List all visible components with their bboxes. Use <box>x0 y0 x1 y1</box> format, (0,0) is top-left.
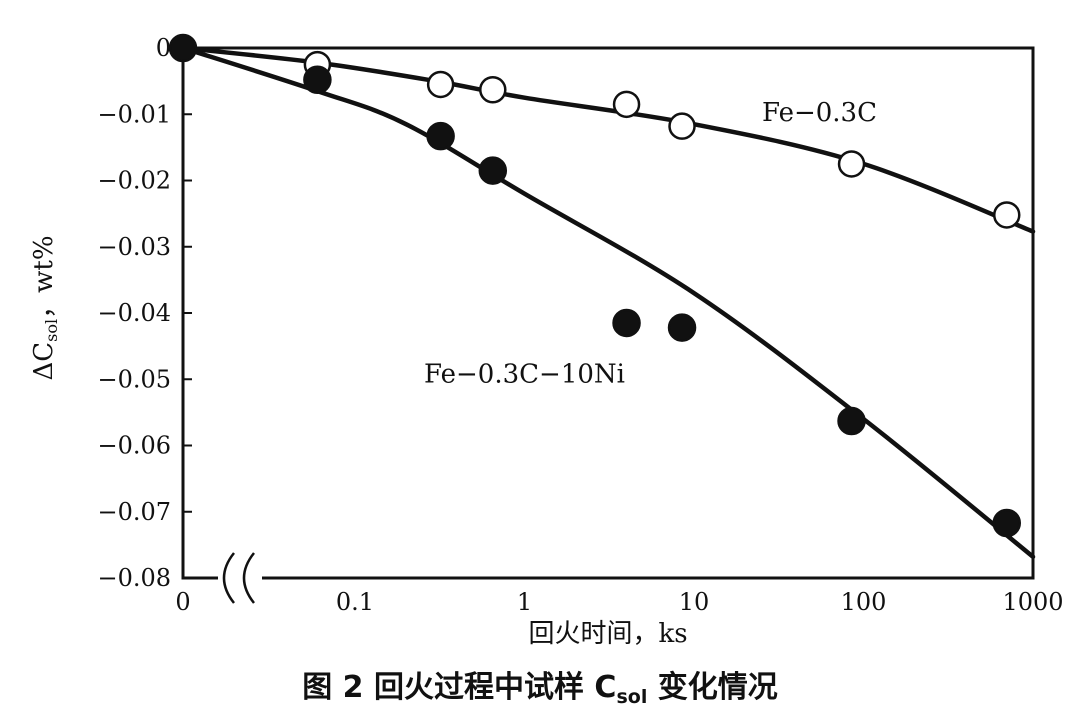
x-tick-label: 100 <box>841 588 887 616</box>
label-layer: 0 −0.01 −0.02 −0.03 −0.04 −0.05 −0.06 −0.07 −0.0… <box>97 34 1063 616</box>
y-tick-label: 0 <box>156 34 171 62</box>
plot-frame <box>181 46 1035 580</box>
y-tick-label: −0.05 <box>97 365 171 393</box>
data-point-filled <box>837 406 866 436</box>
data-point-filled <box>478 156 508 185</box>
data-point-open <box>612 90 641 119</box>
y-tick-label: −0.02 <box>97 167 171 195</box>
y-tick-label: −0.07 <box>97 498 171 526</box>
caption-suffix: 变化情况 <box>647 670 777 705</box>
x-tick-label: 0 <box>175 588 190 616</box>
series-label: Fe−0.3C−10Ni <box>424 360 625 390</box>
axis-break-mark <box>222 552 235 604</box>
y-axis-title: ΔCsol，wt% <box>29 235 61 380</box>
y-tick-label: −0.04 <box>97 299 171 327</box>
axis-break-mark <box>242 552 255 604</box>
data-point-open <box>668 112 696 140</box>
x-tick-label: 1 <box>517 588 532 616</box>
caption-sub: sol <box>616 686 647 708</box>
y-tick-label: −0.06 <box>97 432 171 460</box>
axis-break-gap <box>218 570 262 586</box>
x-tick-label: 0.1 <box>336 588 374 616</box>
data-point-filled <box>426 121 455 151</box>
curve-layer <box>180 45 1036 560</box>
x-tick-label: 1000 <box>1002 588 1063 616</box>
x-tick-label: 10 <box>679 588 710 616</box>
y-tick-label: −0.08 <box>97 564 171 592</box>
series-label: Fe−0.3C <box>762 98 877 128</box>
x-axis-title: 回火时间，ks <box>528 619 687 649</box>
data-point-open <box>426 70 455 99</box>
data-point-filled <box>168 33 198 63</box>
y-axis-title-prefix: ΔC <box>29 342 59 381</box>
y-axis-title-sub: sol <box>42 319 61 342</box>
data-point-open <box>837 150 866 178</box>
series-line <box>180 45 1036 560</box>
data-point-filled <box>992 508 1021 538</box>
y-tick-label: −0.01 <box>97 100 171 128</box>
figure-caption: 图 2 回火过程中试样 Csol 变化情况 <box>302 670 778 708</box>
data-point-filled <box>303 65 332 95</box>
point-layer <box>168 33 1021 538</box>
data-point-open <box>992 201 1021 229</box>
axes-layer <box>181 46 1035 604</box>
data-point-open <box>479 75 507 104</box>
y-tick-label: −0.03 <box>97 233 171 261</box>
caption-prefix: 图 2 回火过程中试样 C <box>302 670 616 705</box>
y-axis-title-suffix: ，wt% <box>29 235 59 318</box>
data-point-filled <box>667 313 697 342</box>
data-point-filled <box>612 308 641 338</box>
